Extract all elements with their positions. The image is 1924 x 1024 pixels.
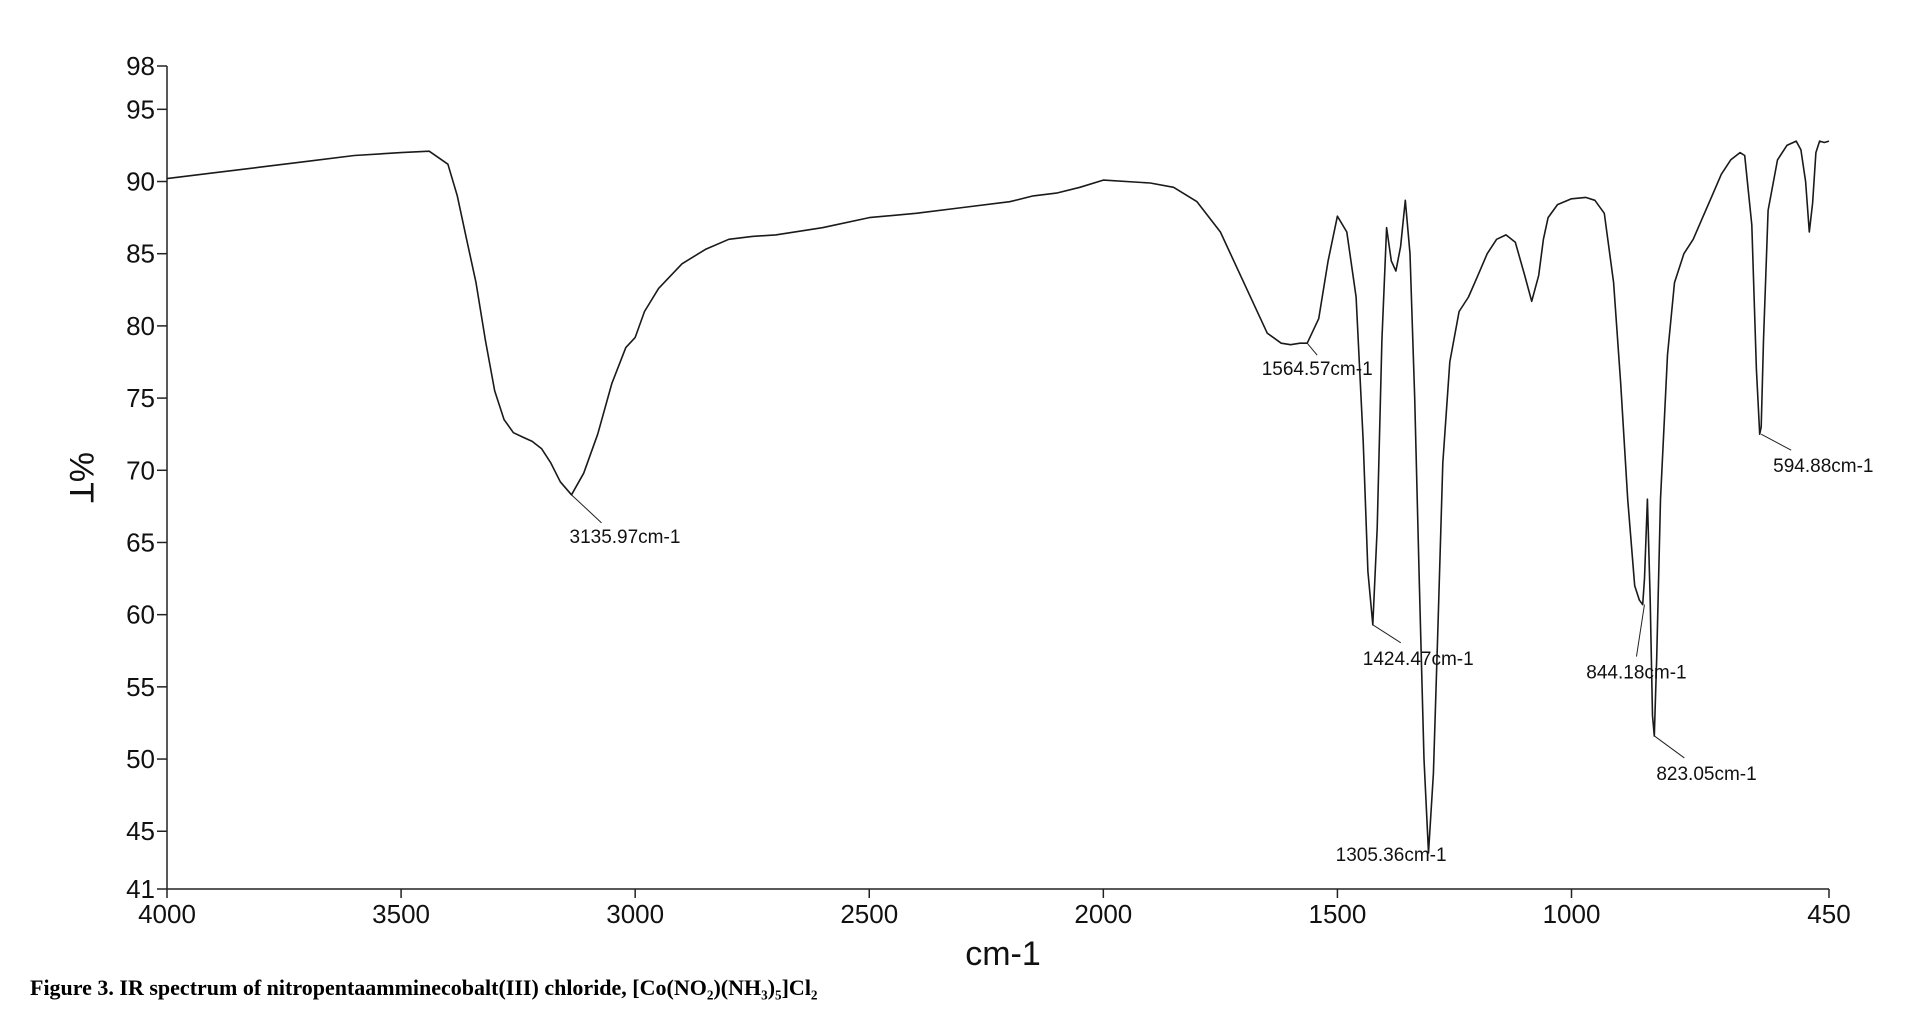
peak-label: 823.05cm-1: [1656, 764, 1756, 785]
y-axis: 41 45 50 55 60 65 70 75 80 85 90 95 98: [126, 51, 168, 904]
ir-spectrum-chart: 41 45 50 55 60 65 70 75 80 85 90 95 98 4000 3500 3000 2…: [62, 51, 1874, 970]
x-axis-title: cm-1: [965, 935, 1041, 970]
x-tick-label: 1000: [1543, 899, 1601, 929]
peak-label: 1564.57cm-1: [1262, 359, 1373, 380]
x-tick-label: 3000: [606, 899, 664, 929]
y-tick-label: 45: [126, 816, 155, 846]
peak-annotations: 3135.97cm-1 1564.57cm-1 1424.47cm-1 1305.36…: [570, 342, 1874, 866]
peak-leader-line: [1306, 342, 1318, 356]
y-tick-label: 65: [126, 527, 155, 557]
x-tick-label: 1500: [1309, 899, 1367, 929]
x-tick-label: 2000: [1074, 899, 1132, 929]
peak-leader-line: [1654, 735, 1685, 759]
y-tick-label: 85: [126, 239, 155, 269]
peak-leader-line: [1372, 624, 1402, 644]
y-tick-label: 90: [126, 167, 155, 197]
x-tick-label: 3500: [372, 899, 430, 929]
y-tick-label: 55: [126, 672, 155, 702]
y-tick-label: 70: [126, 455, 155, 485]
peak-label: 1305.36cm-1: [1336, 845, 1447, 866]
y-tick-label: 98: [126, 51, 155, 81]
y-tick-label: 75: [126, 383, 155, 413]
figure-caption: Figure 3. IR spectrum of nitropentaammin…: [30, 975, 818, 1000]
y-tick-label: 80: [126, 311, 155, 341]
x-axis: 4000 3500 3000 2500 2000 1500 1000 450: [138, 888, 1851, 929]
y-tick-label: 95: [126, 94, 155, 124]
y-tick-label: 60: [126, 600, 155, 630]
peak-leader-line: [1760, 433, 1792, 451]
peak-label: 594.88cm-1: [1773, 456, 1873, 477]
peak-label: 1424.47cm-1: [1363, 649, 1474, 670]
x-tick-label: 4000: [138, 899, 196, 929]
y-axis-title: %T: [62, 452, 100, 503]
x-tick-label: 450: [1807, 899, 1850, 929]
peak-leader-line: [571, 494, 602, 524]
y-tick-label: 41: [126, 874, 155, 904]
peak-label: 844.18cm-1: [1586, 663, 1686, 684]
peak-leader-line: [1635, 604, 1645, 657]
y-tick-label: 50: [126, 744, 155, 774]
spectrum-line: [166, 140, 1830, 854]
peak-label: 3135.97cm-1: [570, 527, 681, 548]
x-tick-label: 2500: [840, 899, 898, 929]
